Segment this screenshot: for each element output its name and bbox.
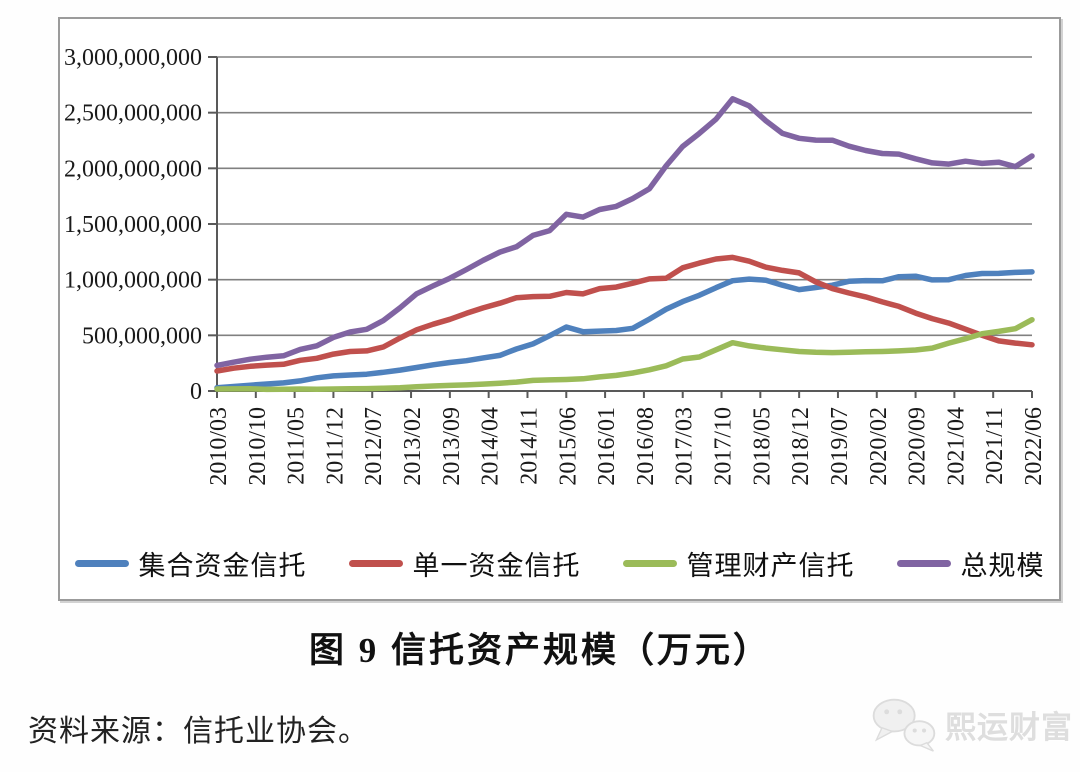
y-axis-tick-label: 2,000,000,000 [64, 156, 202, 182]
x-axis-tick-label: 2013/02 [400, 407, 426, 486]
y-axis-tick-label: 3,000,000,000 [64, 45, 202, 71]
x-axis-tick-label: 2010/03 [206, 407, 232, 486]
source-note: 资料来源：信托业协会。 [28, 715, 369, 748]
legend-item-collective-trust: 集合资金信托 [74, 544, 307, 583]
series-line-0 [214, 269, 1035, 391]
series-line-3 [214, 96, 1035, 369]
chart-legend: 集合资金信托 单一资金信托 管理财产信托 总规模 [60, 544, 1059, 583]
x-axis-tick-label: 2017/10 [711, 407, 737, 486]
legend-label: 集合资金信托 [138, 551, 307, 581]
legend-label: 管理财产信托 [686, 551, 855, 581]
x-axis-tick-label: 2016/01 [594, 407, 620, 486]
x-axis-tick-label: 2012/07 [361, 407, 387, 486]
series-line-2 [214, 316, 1035, 393]
x-axis-tick-label: 2013/09 [439, 407, 465, 486]
legend-label: 总规模 [960, 551, 1045, 581]
chart-caption: 图 9 信托资产规模（万元） [308, 631, 771, 670]
x-axis-tick-label: 2021/04 [943, 407, 969, 486]
legend-item-property-trust: 管理财产信托 [622, 544, 855, 583]
x-axis-tick-label: 2018/05 [749, 407, 775, 486]
legend-swatch-collective-trust [74, 560, 129, 567]
x-axis-tick-label: 2022/06 [1021, 407, 1047, 486]
x-axis-tick-label: 2011/05 [284, 407, 310, 485]
y-axis-tick-label: 1,000,000,000 [64, 268, 202, 294]
x-axis-tick-label: 2018/12 [788, 407, 814, 486]
watermark-text: 熙运财富 [945, 709, 1073, 745]
y-axis-tick-label: 500,000,000 [82, 323, 202, 349]
y-axis-tick-label: 0 [190, 379, 202, 405]
legend-swatch-total-scale [896, 560, 951, 567]
series-line-1 [214, 254, 1035, 374]
chat-bubbles-icon [872, 698, 936, 752]
chart-frame: 3,000,000,000 2,500,000,000 2,000,000,000 1… [58, 17, 1061, 601]
legend-item-total-scale: 总规模 [896, 544, 1045, 583]
x-axis-tick-label: 2019/07 [827, 407, 853, 486]
x-axis-tick-label: 2014/04 [478, 407, 504, 486]
x-axis-tick-label: 2010/10 [245, 407, 271, 486]
x-axis-tick-label: 2020/09 [905, 407, 931, 486]
watermark: 熙运财富 [868, 688, 1073, 760]
legend-item-single-trust: 单一资金信托 [348, 544, 581, 583]
legend-label: 单一资金信托 [412, 551, 581, 581]
x-axis-tick-label: 2021/11 [982, 407, 1008, 485]
legend-swatch-property-trust [622, 560, 677, 567]
x-axis-tick-label: 2014/11 [516, 407, 542, 485]
line-chart: 3,000,000,000 2,500,000,000 2,000,000,000 1… [64, 45, 1047, 486]
x-axis-tick-label: 2011/12 [322, 407, 348, 485]
x-axis-tick-label: 2020/02 [866, 407, 892, 486]
x-axis-tick-label: 2017/03 [672, 407, 698, 486]
x-axis-tick-label: 2016/08 [633, 407, 659, 486]
x-axis-tick-label: 2015/06 [555, 407, 581, 486]
y-axis-tick-label: 1,500,000,000 [64, 212, 202, 238]
legend-swatch-single-trust [348, 560, 403, 567]
y-axis-tick-label: 2,500,000,000 [64, 101, 202, 127]
